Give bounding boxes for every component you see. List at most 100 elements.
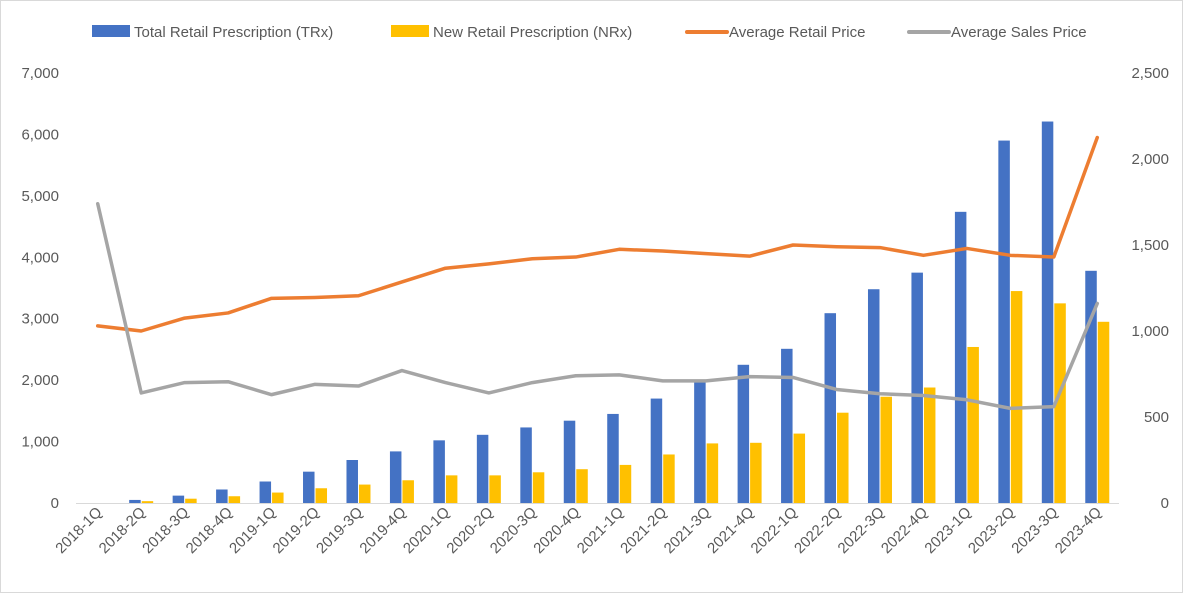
trx-bar	[867, 289, 880, 503]
nrx-bar	[228, 496, 241, 503]
x-tick-label: 2023-4Q	[1052, 504, 1105, 557]
trx-legend-swatch	[92, 25, 130, 37]
trx-bar	[998, 140, 1010, 503]
x-tick-label: 2022-2Q	[791, 504, 844, 557]
bars-layer	[129, 121, 1110, 503]
trx-bar	[129, 499, 141, 503]
nrx-bar	[315, 488, 328, 503]
x-tick-label: 2021-1Q	[574, 504, 627, 557]
trx-bar	[389, 451, 402, 503]
x-tick-label: 2019-2Q	[270, 504, 323, 557]
nrx-bar	[1054, 303, 1066, 503]
nrx-bar	[619, 464, 632, 503]
left-tick-label: 0	[51, 495, 59, 512]
nrx-bar	[489, 475, 501, 503]
trx-bar	[172, 495, 185, 503]
trx-bar	[911, 272, 923, 503]
trx-bar	[1041, 121, 1054, 503]
x-tick-label: 2023-2Q	[965, 504, 1018, 557]
trx-bar	[607, 413, 619, 503]
avg-retail-price-legend-label: Average Retail Price	[729, 24, 865, 41]
trx-bar	[259, 481, 272, 503]
x-tick-label: 2022-1Q	[748, 504, 801, 557]
right-tick-label: 1,500	[1131, 237, 1169, 254]
x-axis-labels: 2018-1Q2018-2Q2018-3Q2018-4Q2019-1Q2019-…	[52, 504, 1105, 557]
x-tick-label: 2022-4Q	[878, 504, 931, 557]
left-tick-label: 1,000	[21, 434, 59, 451]
right-tick-label: 1,000	[1131, 323, 1169, 340]
trx-bar	[737, 364, 750, 503]
nrx-bar	[272, 492, 284, 503]
nrx-legend-swatch	[391, 25, 429, 37]
right-tick-label: 500	[1144, 409, 1169, 426]
x-tick-label: 2018-3Q	[139, 504, 192, 557]
trx-bar	[303, 471, 315, 503]
nrx-bar	[445, 475, 458, 503]
trx-bar	[824, 313, 837, 503]
nrx-bar	[923, 387, 936, 503]
right-tick-label: 2,500	[1131, 65, 1169, 82]
nrx-bar	[141, 501, 154, 503]
avg-sales-price-line	[95, 201, 1100, 411]
nrx-bar	[402, 480, 414, 503]
x-tick-label: 2021-4Q	[704, 504, 757, 557]
x-tick-label: 2021-2Q	[617, 504, 670, 557]
x-tick-label: 2023-3Q	[1008, 504, 1061, 557]
trx-bar	[1085, 270, 1097, 503]
avg-sales-price-legend-label: Average Sales Price	[951, 24, 1087, 41]
trx-bar	[954, 211, 967, 503]
x-tick-label: 2022-3Q	[835, 504, 888, 557]
nrx-bar	[837, 412, 849, 503]
avg-retail-price-line	[95, 135, 1100, 333]
left-y-axis: 0 1,000 2,000 3,000 4,000 5,000 6,000 7,000	[21, 65, 59, 512]
left-tick-label: 7,000	[21, 65, 59, 82]
trx-bar	[433, 440, 445, 503]
nrx-bar	[1010, 291, 1023, 503]
x-tick-label: 2018-4Q	[183, 504, 236, 557]
right-tick-label: 0	[1161, 495, 1169, 512]
right-tick-label: 2,000	[1131, 151, 1169, 168]
left-tick-label: 3,000	[21, 311, 59, 328]
trx-bar	[216, 489, 228, 503]
left-tick-label: 4,000	[21, 249, 59, 266]
x-tick-label: 2018-1Q	[52, 504, 105, 557]
trx-bar	[520, 427, 532, 503]
trx-bar	[781, 348, 793, 503]
x-tick-label: 2019-4Q	[356, 504, 409, 557]
lines-layer	[95, 135, 1100, 411]
x-tick-label: 2018-2Q	[96, 504, 149, 557]
x-tick-label: 2020-2Q	[443, 504, 496, 557]
nrx-bar	[663, 454, 675, 503]
nrx-bar	[706, 443, 719, 503]
legend: Total Retail Prescription (TRx) New Retai…	[92, 24, 1087, 41]
nrx-bar	[1097, 321, 1110, 503]
x-tick-label: 2023-1Q	[921, 504, 974, 557]
x-tick-label: 2020-1Q	[400, 504, 453, 557]
nrx-legend-label: New Retail Prescription (NRx)	[433, 24, 632, 41]
right-y-axis: 0 500 1,000 1,500 2,000 2,500	[1131, 65, 1169, 512]
x-tick-label: 2019-1Q	[226, 504, 279, 557]
nrx-bar	[880, 396, 892, 503]
nrx-bar	[967, 346, 979, 503]
x-tick-label: 2020-3Q	[487, 504, 540, 557]
nrx-bar	[185, 498, 197, 503]
trx-bar	[650, 398, 663, 503]
nrx-bar	[358, 484, 371, 503]
nrx-bar	[576, 469, 588, 503]
left-tick-label: 6,000	[21, 126, 59, 143]
nrx-bar	[793, 433, 806, 503]
nrx-bar	[532, 472, 545, 503]
trx-bar	[563, 420, 576, 503]
trx-legend-label: Total Retail Prescription (TRx)	[134, 24, 333, 41]
trx-bar	[346, 460, 358, 503]
x-tick-label: 2021-3Q	[661, 504, 714, 557]
left-tick-label: 5,000	[21, 188, 59, 205]
nrx-bar	[750, 442, 762, 503]
trx-bar	[694, 380, 706, 503]
x-tick-label: 2020-4Q	[530, 504, 583, 557]
trx-bar	[476, 434, 489, 503]
x-tick-label: 2019-3Q	[313, 504, 366, 557]
left-tick-label: 2,000	[21, 372, 59, 389]
